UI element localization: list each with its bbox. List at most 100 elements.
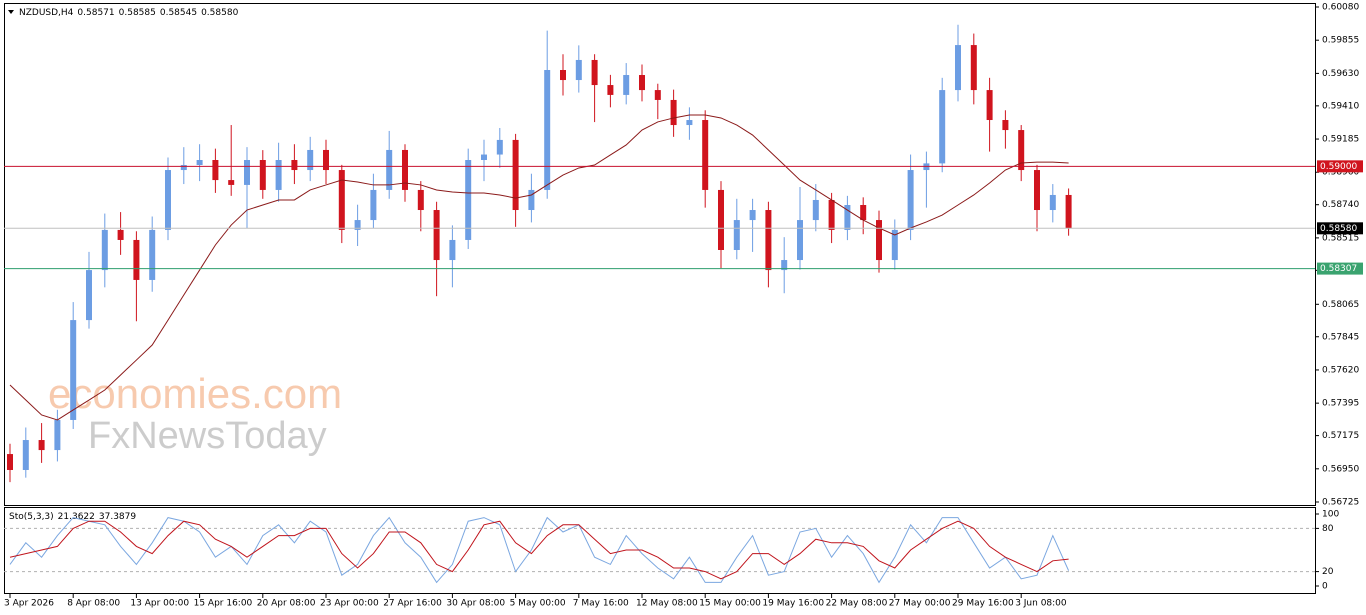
candle-body [244, 160, 250, 185]
price-label-box [1317, 262, 1363, 275]
candle-body [733, 220, 740, 250]
candle-body [907, 170, 914, 230]
y-tick-label: 0.57845 [1322, 332, 1359, 342]
y-tick-label: 0.59630 [1322, 69, 1359, 79]
candle-body [876, 220, 882, 261]
candle-body [38, 440, 45, 451]
candle-body [828, 199, 835, 230]
symbol: NZDUSD,H4 [19, 8, 74, 18]
candle-body [402, 149, 408, 190]
candle-body [54, 419, 61, 451]
price-label-box [1317, 222, 1363, 235]
candle-body [101, 229, 108, 271]
y-tick-label: 0 [1322, 582, 1328, 592]
candle-body [370, 189, 377, 221]
candle-body [797, 220, 803, 261]
y-tick-label: 0.59855 [1322, 36, 1359, 46]
x-tick-label: 29 May 16:00 [952, 599, 1014, 609]
candle-body [417, 189, 424, 211]
oscillator-line [9, 516, 1070, 584]
x-tick-label: 15 May 00:00 [699, 599, 761, 609]
candle-body [275, 160, 282, 190]
candle-body [575, 59, 582, 81]
x-tick-label: 23 Apr 00:00 [320, 599, 379, 609]
candle-body [891, 229, 898, 261]
candle-body [654, 90, 661, 100]
y-tick-label: 0.58960 [1322, 168, 1359, 178]
watermark: FxNewsToday [88, 415, 327, 457]
candle-body [686, 120, 693, 126]
y-tick-label: 0.59185 [1322, 135, 1359, 145]
y-tick-label: 0.58515 [1322, 233, 1359, 243]
indicator-name: Sto(5,3,3) [9, 512, 54, 522]
x-tick-label: 13 Apr 00:00 [130, 599, 189, 609]
candle-body [955, 45, 961, 91]
candle-body [133, 239, 140, 280]
candle-body [812, 199, 819, 221]
candle-body [180, 165, 187, 171]
ohlc: 0.58571 [77, 8, 114, 18]
candle-body [449, 239, 456, 261]
candle-body [986, 90, 993, 121]
y-tick-label: 20 [1322, 567, 1334, 577]
candle-body [465, 160, 472, 240]
y-tick-label: 0.59410 [1322, 101, 1359, 111]
price-label: 0.58580 [1320, 224, 1357, 234]
candle-body [860, 205, 867, 221]
candle-body [970, 45, 977, 91]
watermark: economies.com [48, 370, 342, 417]
candle-body [291, 160, 298, 171]
candle-body [307, 149, 314, 171]
menu-arrow[interactable] [8, 10, 14, 14]
indicator-value: 37.3879 [99, 512, 136, 522]
candle-body [844, 205, 851, 230]
candle-body [22, 440, 29, 470]
candle-body [528, 189, 535, 211]
ohlc: 0.58585 [119, 8, 156, 18]
oscillator-line [9, 520, 1069, 580]
candle-body [939, 90, 946, 164]
x-tick-label: 3 Apr 2026 [4, 599, 54, 609]
candle-body [1049, 194, 1056, 211]
y-tick-label: 0.56950 [1322, 464, 1359, 474]
candle-body [86, 270, 92, 321]
candle-body [259, 160, 266, 190]
oscillator-title: Sto(5,3,3) 21.3622 37.3879 [9, 512, 136, 522]
candle-body [1018, 130, 1025, 171]
candle-body [544, 70, 551, 190]
x-tick-label: 12 May 08:00 [636, 599, 698, 609]
x-tick-label: 22 May 08:00 [826, 599, 888, 609]
oscillator-panel [4, 507, 1316, 594]
x-tick-label: 15 Apr 16:00 [194, 599, 253, 609]
candle-body [117, 229, 124, 240]
candle-body [196, 160, 203, 166]
candle-body [228, 180, 235, 185]
y-tick-label: 0.58065 [1322, 300, 1359, 310]
x-tick-label: 8 Apr 08:00 [67, 599, 120, 609]
y-tick-label: 80 [1322, 524, 1334, 534]
candle-body [718, 189, 724, 250]
candle-body [386, 149, 393, 190]
indicator-value: 21.3622 [58, 512, 95, 522]
price-label: 0.58307 [1320, 264, 1357, 274]
candle-body [560, 70, 566, 81]
main-panel [4, 3, 1316, 506]
candle-body [323, 149, 329, 171]
x-tick-label: 30 Apr 08:00 [446, 599, 505, 609]
candle-body [149, 229, 156, 280]
y-tick-label: 0.60080 [1322, 3, 1359, 13]
candle-body [496, 139, 503, 155]
candle-body [338, 170, 345, 230]
candle-body [670, 99, 677, 126]
candle-body [7, 454, 13, 470]
price-label: 0.59000 [1320, 162, 1357, 172]
candle-body [1065, 194, 1072, 229]
x-tick-label: 7 May 16:00 [573, 599, 629, 609]
candle-body [623, 75, 630, 95]
candle-body [433, 210, 440, 261]
x-tick-label: 5 May 00:00 [510, 599, 566, 609]
x-tick-label: 19 May 16:00 [762, 599, 824, 609]
candle-body [639, 75, 645, 91]
